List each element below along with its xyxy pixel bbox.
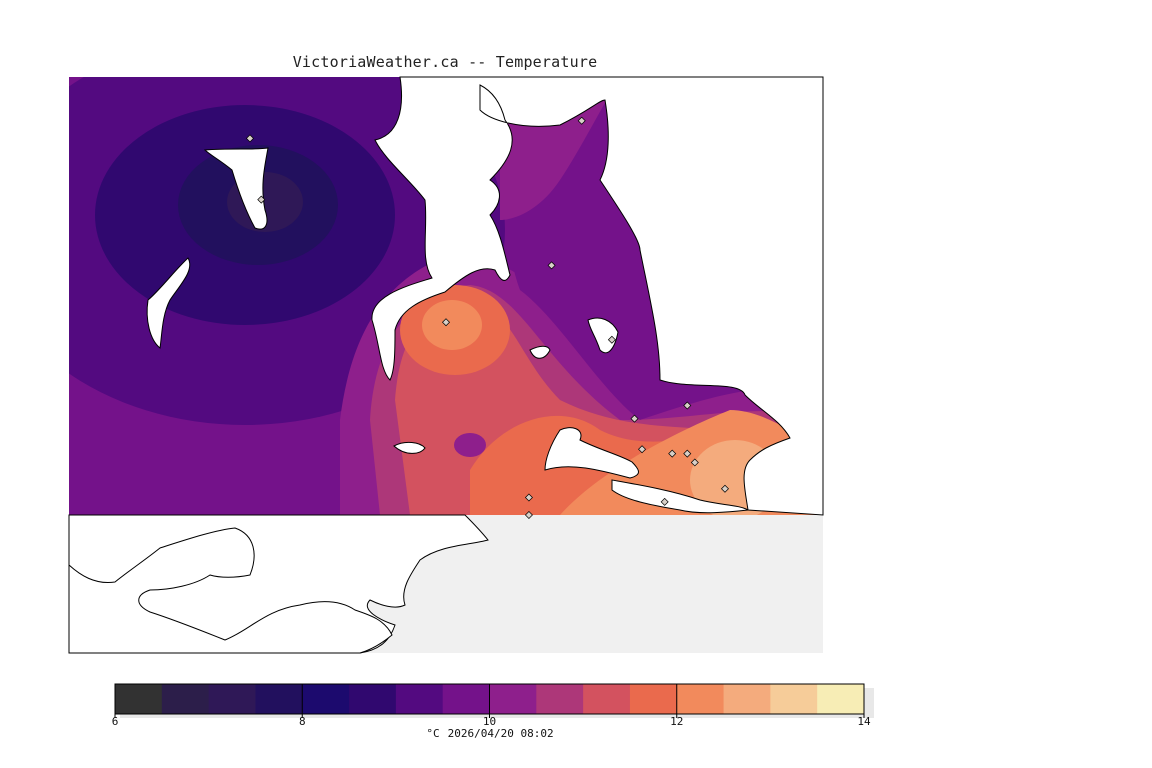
legend-swatch bbox=[255, 684, 303, 714]
station-marker[interactable] bbox=[245, 134, 254, 143]
legend-swatch bbox=[489, 684, 537, 714]
legend-swatch bbox=[770, 684, 818, 714]
station-marker[interactable] bbox=[442, 318, 450, 327]
station-marker[interactable] bbox=[683, 401, 692, 410]
station-marker[interactable] bbox=[690, 458, 699, 467]
map-title: VictoriaWeather.ca -- Temperature bbox=[292, 53, 598, 71]
legend-caption: °C 2026/04/20 08:02 bbox=[0, 727, 980, 740]
station-marker[interactable] bbox=[630, 414, 639, 423]
legend-datetime: 2026/04/20 08:02 bbox=[447, 727, 554, 740]
inlet-channel bbox=[203, 147, 269, 230]
legend-swatch bbox=[395, 684, 444, 714]
legend-tick-label: 14 bbox=[857, 715, 871, 728]
legend-swatch bbox=[629, 684, 678, 714]
station-marker[interactable] bbox=[524, 493, 533, 502]
station-marker[interactable] bbox=[607, 335, 616, 344]
esquimalt-harbour bbox=[611, 479, 750, 514]
station-marker[interactable] bbox=[668, 449, 677, 458]
saanich-inlet bbox=[544, 427, 639, 479]
legend-ticks: 6 8 10 12 14 bbox=[112, 684, 871, 728]
legend-tick-label: 12 bbox=[670, 715, 683, 728]
station-marker[interactable] bbox=[257, 195, 266, 204]
legend-swatch bbox=[302, 684, 350, 714]
water-bodies bbox=[68, 76, 824, 654]
station-marker[interactable] bbox=[660, 497, 669, 506]
station-marker[interactable] bbox=[638, 445, 647, 454]
station-marker[interactable] bbox=[547, 261, 556, 270]
legend-tick-label: 8 bbox=[299, 715, 306, 728]
legend-swatch bbox=[536, 684, 584, 714]
station-marker[interactable] bbox=[683, 449, 692, 458]
legend-swatch bbox=[115, 684, 163, 714]
legend-swatch bbox=[583, 684, 631, 714]
legend-tick-label: 6 bbox=[112, 715, 119, 728]
legend-swatches bbox=[114, 683, 865, 715]
legend-swatch bbox=[349, 684, 397, 714]
legend-swatch bbox=[817, 684, 865, 714]
legend-tick-label: 10 bbox=[483, 715, 496, 728]
olympic-peninsula-water bbox=[68, 527, 393, 654]
strait-of-georgia bbox=[371, 76, 824, 516]
legend-swatch bbox=[723, 684, 771, 714]
legend-swatch bbox=[208, 684, 256, 714]
legend-unit: °C bbox=[426, 727, 440, 740]
station-markers bbox=[245, 116, 729, 519]
legend-swatch bbox=[442, 684, 490, 714]
lake-1 bbox=[393, 441, 426, 454]
lake-2 bbox=[529, 345, 551, 359]
station-marker[interactable] bbox=[524, 511, 533, 519]
station-marker[interactable] bbox=[577, 116, 586, 125]
legend-swatch bbox=[676, 684, 725, 714]
island-channel bbox=[146, 257, 191, 349]
legend-swatch bbox=[161, 684, 210, 714]
lake-3 bbox=[587, 317, 619, 354]
station-marker[interactable] bbox=[720, 484, 729, 493]
